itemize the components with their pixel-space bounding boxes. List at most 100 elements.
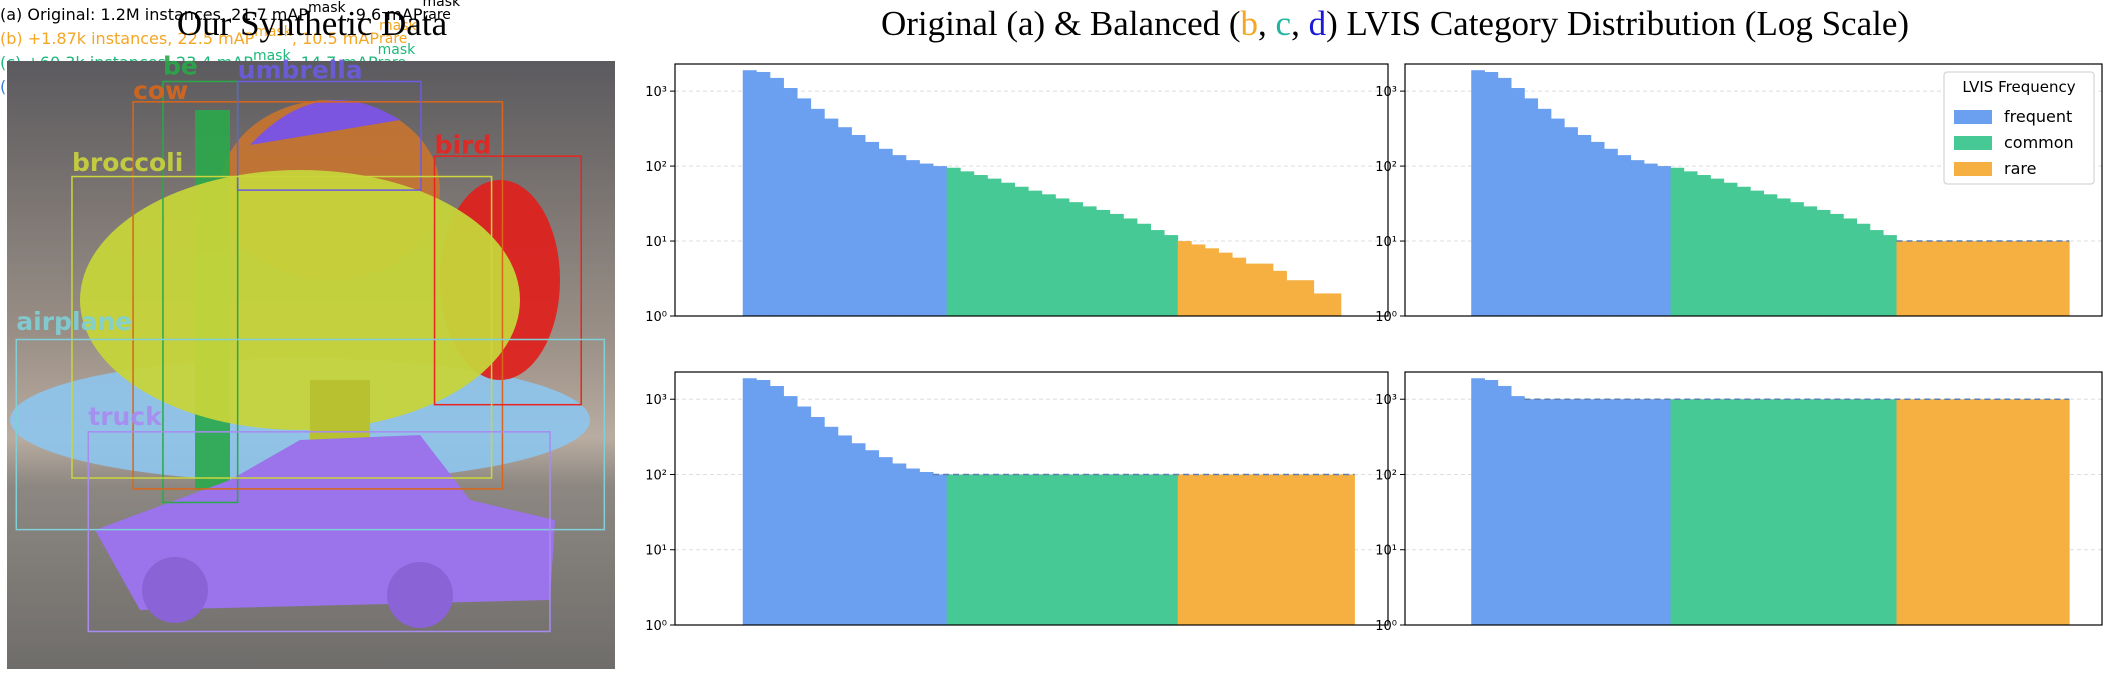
title-part: d bbox=[1308, 4, 1327, 43]
bar bbox=[1096, 209, 1111, 316]
bounding-box bbox=[71, 175, 493, 479]
bar bbox=[1524, 399, 1539, 625]
bar bbox=[2055, 241, 2070, 316]
bar bbox=[1471, 378, 1485, 625]
object-label: cow bbox=[133, 76, 188, 105]
bar bbox=[1883, 235, 1897, 316]
bar bbox=[1564, 127, 1578, 317]
bar bbox=[1869, 230, 1884, 316]
title-part: ) LVIS Category Distribution (Log Scale) bbox=[1326, 4, 1910, 43]
bar bbox=[1843, 399, 1858, 625]
bar bbox=[824, 426, 839, 625]
bar bbox=[1300, 474, 1315, 625]
bar bbox=[2016, 241, 2030, 316]
bar bbox=[1909, 241, 1924, 316]
bar bbox=[1109, 213, 1124, 316]
bar bbox=[1028, 474, 1043, 625]
bar bbox=[1856, 399, 1871, 625]
bar bbox=[1550, 399, 1565, 625]
chart-caption: (a) Original: 1.2M instances, 21.7 mAPma… bbox=[0, 0, 2124, 24]
bounding-box bbox=[132, 101, 504, 490]
bar bbox=[960, 171, 975, 316]
bar bbox=[810, 417, 825, 625]
bar bbox=[1643, 399, 1658, 625]
bar bbox=[1218, 474, 1233, 625]
bar bbox=[1001, 182, 1016, 316]
bounding-box bbox=[15, 338, 606, 531]
bar bbox=[1028, 190, 1043, 316]
bar bbox=[1313, 293, 1328, 316]
object-label: broccoli bbox=[72, 148, 183, 177]
caption-sup: mask bbox=[252, 48, 291, 64]
bar bbox=[2055, 399, 2070, 625]
bar bbox=[783, 396, 798, 625]
caption-sub: rare bbox=[422, 6, 451, 23]
bar bbox=[1710, 178, 1725, 316]
bar bbox=[1923, 241, 1937, 316]
bar bbox=[973, 175, 988, 316]
bar bbox=[1272, 474, 1287, 625]
bar bbox=[1869, 399, 1884, 625]
bar bbox=[1936, 399, 1951, 625]
bar bbox=[1014, 186, 1029, 316]
figure-title: Original (a) & Balanced (b, c, d) LVIS C… bbox=[881, 4, 1909, 44]
bar bbox=[919, 471, 934, 625]
bar bbox=[865, 450, 880, 625]
umbrella-shape bbox=[250, 100, 400, 145]
bar bbox=[1670, 167, 1685, 316]
caption-sub: rare bbox=[378, 30, 408, 47]
object-label: truck bbox=[88, 402, 163, 431]
plot-frame bbox=[1404, 371, 2103, 626]
bounding-box bbox=[87, 431, 551, 633]
legend-label: frequent bbox=[2004, 107, 2072, 126]
bar bbox=[769, 77, 784, 316]
object-label: bird bbox=[435, 130, 492, 159]
bar bbox=[1150, 230, 1165, 316]
title-part: , bbox=[1258, 4, 1276, 43]
bar bbox=[1524, 98, 1539, 316]
bar bbox=[865, 141, 880, 316]
chart: 10⁰ 10¹ 10² 10³ bbox=[645, 63, 1389, 325]
bar bbox=[1896, 399, 1911, 625]
y-tick-label: 10³ bbox=[1375, 393, 1397, 408]
bar bbox=[946, 167, 961, 316]
image-title: Our Synthetic Data bbox=[176, 4, 448, 43]
bar bbox=[1164, 235, 1179, 316]
bar bbox=[1830, 213, 1844, 316]
bounding-box bbox=[433, 155, 582, 406]
bar bbox=[1484, 380, 1499, 625]
bar bbox=[742, 70, 757, 316]
bar bbox=[1737, 399, 1751, 625]
bar bbox=[2016, 399, 2030, 625]
bar bbox=[1164, 474, 1179, 625]
bar bbox=[1245, 474, 1260, 625]
bar bbox=[1069, 474, 1083, 625]
bar bbox=[1962, 399, 1977, 625]
bounding-box bbox=[162, 80, 239, 504]
bar bbox=[1896, 241, 1911, 316]
truck-wheel bbox=[142, 557, 208, 623]
y-tick-label: 10¹ bbox=[1375, 235, 1397, 250]
bar bbox=[1750, 190, 1764, 316]
bar bbox=[1497, 77, 1512, 316]
bar bbox=[742, 378, 757, 625]
bar bbox=[1577, 399, 1592, 625]
bar bbox=[1055, 474, 1070, 625]
bar bbox=[919, 163, 934, 316]
bar bbox=[1109, 474, 1124, 625]
bar bbox=[2029, 241, 2044, 316]
bar bbox=[1643, 163, 1658, 316]
chart: 10⁰ 10¹ 10² 10³ LVIS Frequency frequent common… bbox=[1375, 63, 2103, 325]
bar bbox=[1245, 263, 1260, 316]
bar bbox=[851, 134, 866, 316]
bar bbox=[797, 98, 812, 316]
bar bbox=[1830, 399, 1844, 625]
bar bbox=[1191, 474, 1206, 625]
caption-sup: mask bbox=[377, 41, 416, 58]
title-part: c bbox=[1275, 4, 1292, 43]
bar bbox=[1313, 474, 1328, 625]
bar bbox=[824, 118, 839, 317]
y-tick-label: 10³ bbox=[1375, 85, 1397, 100]
title-part: b bbox=[1240, 4, 1259, 43]
